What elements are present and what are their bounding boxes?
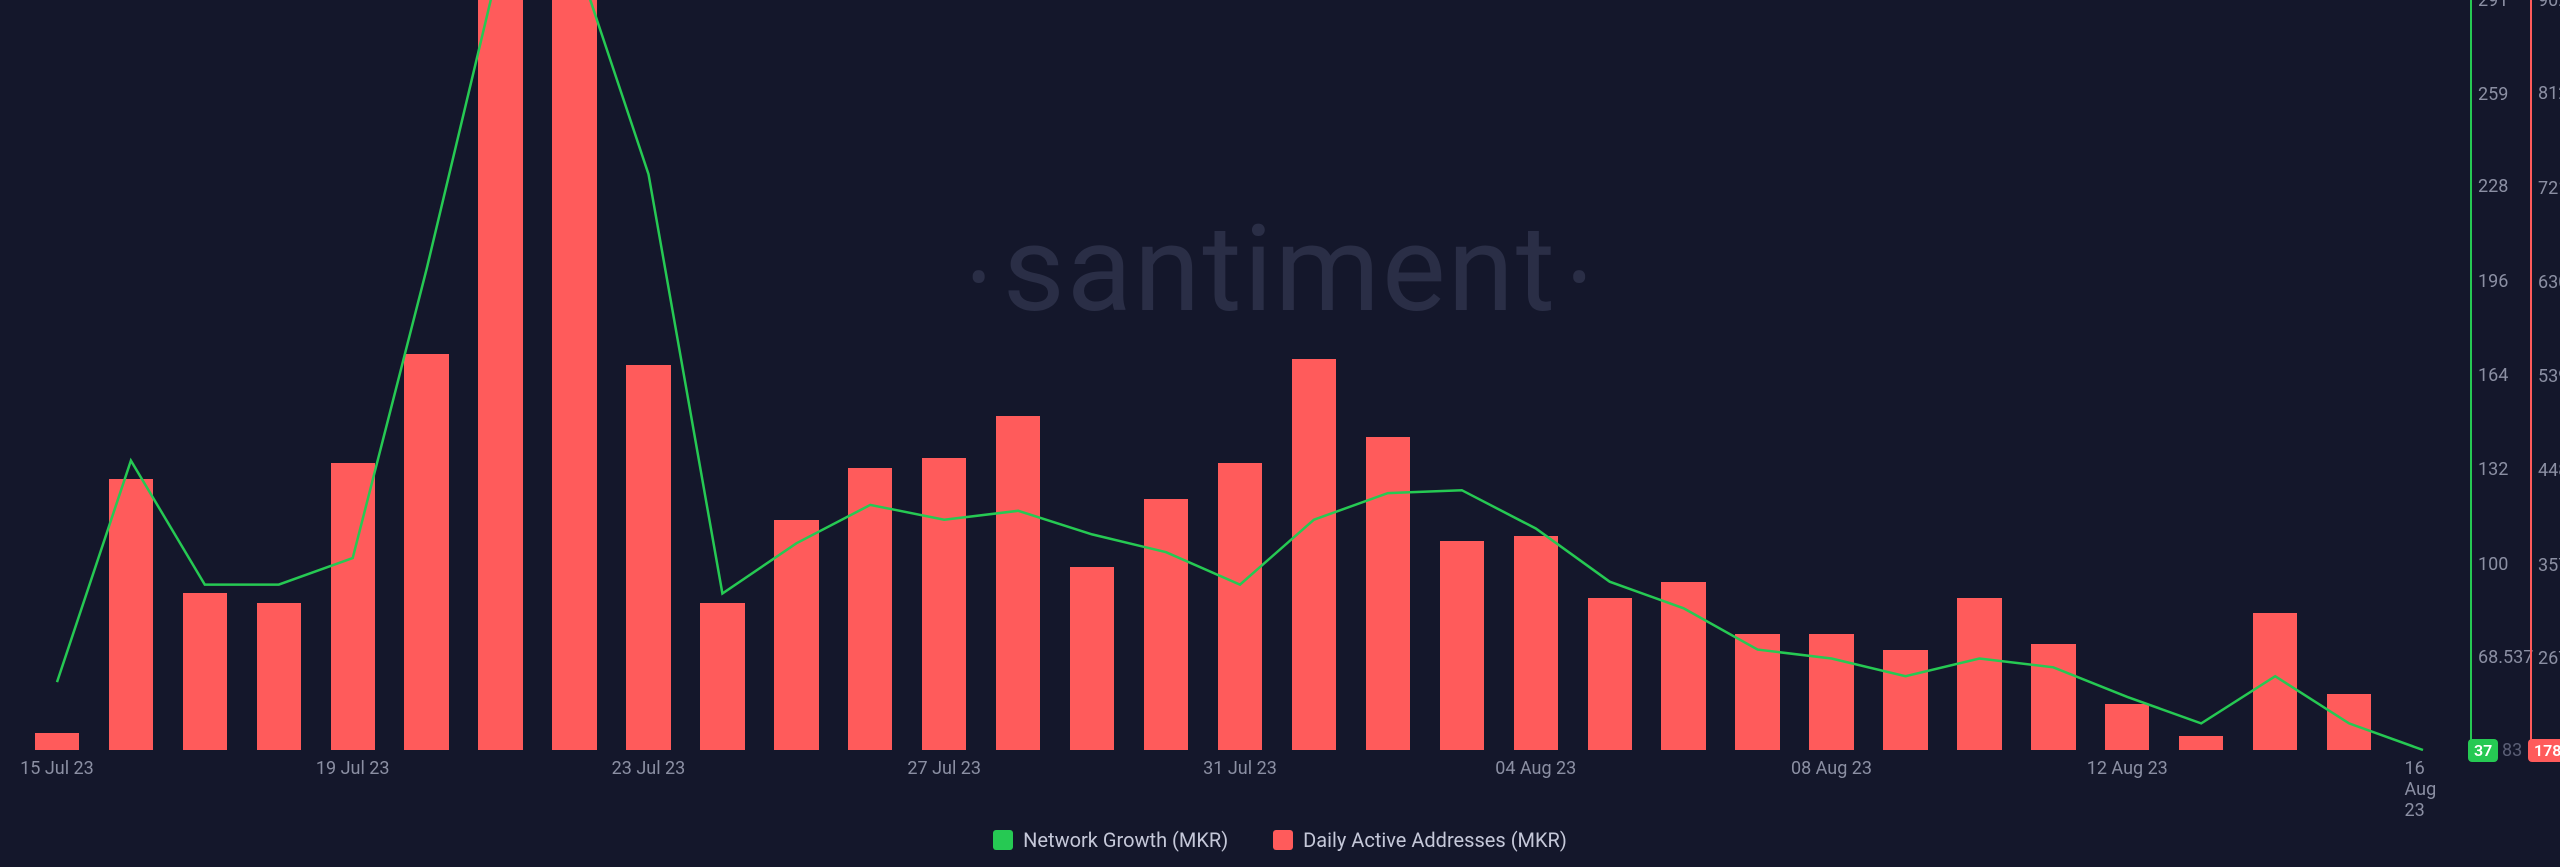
x-axis: 15 Jul 23 19 Jul 23 23 Jul 23 27 Jul 23 31 J… (20, 758, 2460, 788)
legend-swatch-green (993, 830, 1013, 850)
x-tick-label: 27 Jul 23 (907, 758, 981, 779)
y-tick-muted: 83 (2502, 740, 2522, 761)
line-svg (20, 0, 2460, 750)
legend-label-daily-active: Daily Active Addresses (MKR) (1303, 828, 1567, 852)
y-tick-label: 721 (2538, 178, 2560, 199)
legend-swatch-red (1273, 830, 1293, 850)
x-tick-label: 19 Jul 23 (316, 758, 390, 779)
x-tick-label: 04 Aug 23 (1495, 758, 1576, 779)
x-tick-label: 16 Aug 23 (2405, 758, 2442, 821)
y-axis-line-red (2530, 0, 2532, 750)
x-tick-label: 23 Jul 23 (612, 758, 686, 779)
y-tick-label: 357 (2538, 555, 2560, 576)
legend-label-network-growth: Network Growth (MKR) (1023, 828, 1228, 852)
current-value-badge-green: 37 (2468, 739, 2498, 762)
y-tick-label: 267 (2538, 648, 2560, 669)
x-tick-label: 12 Aug 23 (2087, 758, 2168, 779)
y-tick-label: 259 (2478, 84, 2508, 105)
y-tick-label: 539 (2538, 366, 2560, 387)
x-tick-label: 08 Aug 23 (1791, 758, 1872, 779)
y-axis-line-green (2470, 0, 2472, 750)
legend: Network Growth (MKR) Daily Active Addres… (0, 828, 2560, 855)
y-tick-label: 291 (2478, 0, 2508, 11)
legend-item-network-growth[interactable]: Network Growth (MKR) (993, 828, 1228, 852)
y-tick-label: 196 (2478, 271, 2508, 292)
y-tick-label: 164 (2478, 365, 2508, 386)
x-tick-label: 31 Jul 23 (1203, 758, 1277, 779)
y-tick-label: 228 (2478, 176, 2508, 197)
plot-area[interactable] (20, 0, 2460, 750)
y-tick-label: 902 (2538, 0, 2560, 11)
y-tick-label: 448 (2538, 460, 2560, 481)
y-tick-label: 132 (2478, 459, 2508, 480)
y-tick-label: 100 (2478, 554, 2508, 575)
y-tick-label: 68.537 (2478, 647, 2533, 668)
legend-item-daily-active[interactable]: Daily Active Addresses (MKR) (1273, 828, 1567, 852)
y-tick-label: 630 (2538, 272, 2560, 293)
current-value-badge-red: 178 (2528, 739, 2560, 762)
chart-container: •santiment• 3768.53710013216419622825929… (0, 0, 2560, 867)
y-tick-label: 812 (2538, 83, 2560, 104)
x-tick-label: 15 Jul 23 (20, 758, 94, 779)
network-growth-line (57, 0, 2423, 750)
